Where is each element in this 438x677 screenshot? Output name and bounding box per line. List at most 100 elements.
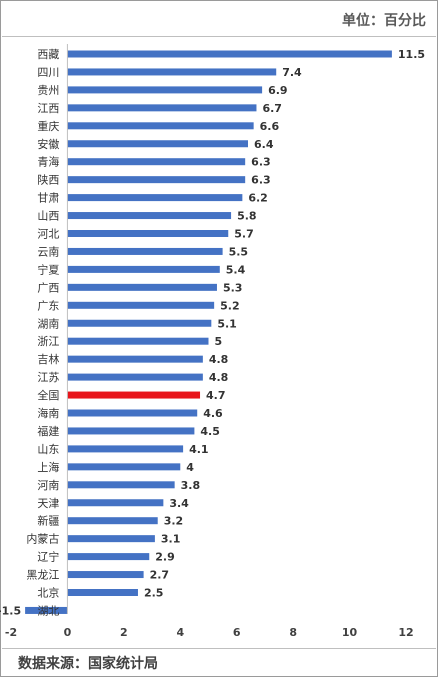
bar-山西 — [67, 212, 232, 220]
value-label: 7.4 — [282, 66, 302, 79]
value-label: 4.8 — [209, 371, 229, 384]
value-label: 2.9 — [155, 551, 175, 564]
bar-青海 — [67, 158, 246, 166]
value-label: 6.7 — [262, 102, 282, 115]
bar-宁夏 — [67, 265, 220, 273]
bar-北京 — [67, 589, 138, 596]
category-label: 天津 — [37, 497, 59, 510]
x-tick-label: 8 — [289, 626, 297, 639]
value-label: 3.1 — [161, 533, 181, 546]
x-tick-label: -2 — [5, 626, 17, 639]
x-tick-label: 0 — [64, 626, 72, 639]
category-label: 甘肃 — [37, 192, 59, 205]
category-label: 江西 — [37, 102, 59, 115]
bar-湖北 — [25, 606, 68, 614]
bar-西藏 — [67, 50, 392, 58]
category-label: 湖南 — [37, 317, 59, 330]
category-label: 吉林 — [37, 352, 59, 366]
category-label: 黑龙江 — [26, 569, 59, 582]
category-label: 海南 — [37, 406, 59, 420]
category-label: 福建 — [37, 424, 59, 438]
bar-上海 — [67, 463, 181, 471]
category-label: 贵州 — [37, 84, 59, 97]
category-label: 湖北 — [37, 604, 59, 617]
value-label: 5.7 — [234, 228, 254, 241]
value-label: 4.1 — [189, 443, 209, 456]
category-label: 浙江 — [37, 335, 59, 348]
source-label: 数据来源：国家统计局 — [18, 656, 158, 672]
bar-山东 — [67, 445, 184, 453]
bar-辽宁 — [67, 553, 150, 561]
bar-chart: 西藏 11.5 四川 7.4 贵州 6.9 江西 6.7 重庆 6.6 安徽 6.4 青海 6.3 陕西 6.… — [0, 44, 425, 639]
bar-福建 — [67, 427, 195, 435]
category-label: 辽宁 — [37, 550, 59, 564]
bar-四川 — [67, 68, 277, 76]
category-label: 陕西 — [37, 173, 59, 187]
category-label: 江苏 — [37, 371, 59, 384]
value-label: 6.3 — [251, 156, 271, 169]
bar-全国 — [67, 391, 201, 399]
bar-河南 — [67, 481, 175, 489]
value-label: 6.2 — [248, 192, 268, 205]
category-label: 山东 — [37, 443, 59, 456]
bar-安徽 — [67, 140, 248, 148]
category-label: 新疆 — [37, 514, 59, 528]
bar-江苏 — [67, 373, 203, 381]
bar-贵州 — [67, 86, 263, 94]
bar-重庆 — [67, 122, 254, 130]
bar-内蒙古 — [67, 535, 155, 543]
category-label: 云南 — [37, 245, 59, 258]
value-label: 3.4 — [169, 497, 189, 510]
category-label: 河南 — [37, 479, 59, 492]
value-label: 5.3 — [223, 281, 243, 294]
category-label: 四川 — [37, 66, 59, 79]
bar-黑龙江 — [67, 571, 144, 579]
value-label: 2.7 — [150, 569, 170, 582]
x-axis: -2 0 2 4 6 8 10 12 — [5, 44, 414, 639]
bar-湖南 — [67, 319, 212, 327]
value-label: 4.5 — [200, 425, 220, 438]
category-label: 北京 — [37, 586, 59, 600]
x-tick-label: 10 — [342, 626, 358, 639]
bar-广东 — [67, 301, 215, 309]
value-label: 6.6 — [260, 120, 280, 133]
header-divider — [2, 36, 436, 37]
value-label: -1.5 — [0, 604, 21, 617]
x-tick-label: 4 — [176, 626, 184, 639]
category-label: 重庆 — [37, 119, 59, 133]
x-tick-label: 6 — [233, 626, 241, 639]
category-label: 广东 — [37, 299, 59, 312]
category-label: 广西 — [37, 281, 59, 294]
bar-陕西 — [67, 176, 246, 184]
category-label: 全国 — [37, 388, 59, 402]
value-label: 6.9 — [268, 84, 288, 97]
value-label: 2.5 — [144, 587, 164, 600]
value-label: 3.2 — [164, 515, 184, 528]
bar-浙江 — [67, 337, 209, 345]
bar-甘肃 — [67, 194, 243, 202]
category-label: 安徽 — [37, 137, 59, 151]
bar-吉林 — [67, 355, 203, 363]
value-label: 11.5 — [398, 48, 425, 61]
x-tick-label: 2 — [120, 626, 128, 639]
bar-广西 — [67, 283, 217, 291]
x-tick-label: 12 — [398, 626, 413, 639]
bar-江西 — [67, 104, 257, 112]
value-label: 5.5 — [229, 245, 249, 258]
value-label: 4 — [186, 461, 194, 474]
category-label: 山西 — [37, 210, 59, 223]
category-label: 内蒙古 — [26, 532, 59, 546]
value-label: 5.8 — [237, 210, 256, 223]
value-label: 4.7 — [206, 389, 226, 402]
footer-divider — [2, 648, 436, 649]
unit-label: 单位：百分比 — [342, 13, 426, 29]
value-label: 4.6 — [203, 407, 223, 420]
category-label: 西藏 — [37, 48, 59, 61]
value-label: 4.8 — [209, 353, 229, 366]
value-label: 5.1 — [217, 317, 237, 330]
value-label: 5.4 — [226, 263, 246, 276]
value-label: 3.8 — [181, 479, 201, 492]
category-label: 河北 — [37, 228, 59, 241]
bar-海南 — [67, 409, 198, 417]
bar-新疆 — [67, 517, 158, 525]
